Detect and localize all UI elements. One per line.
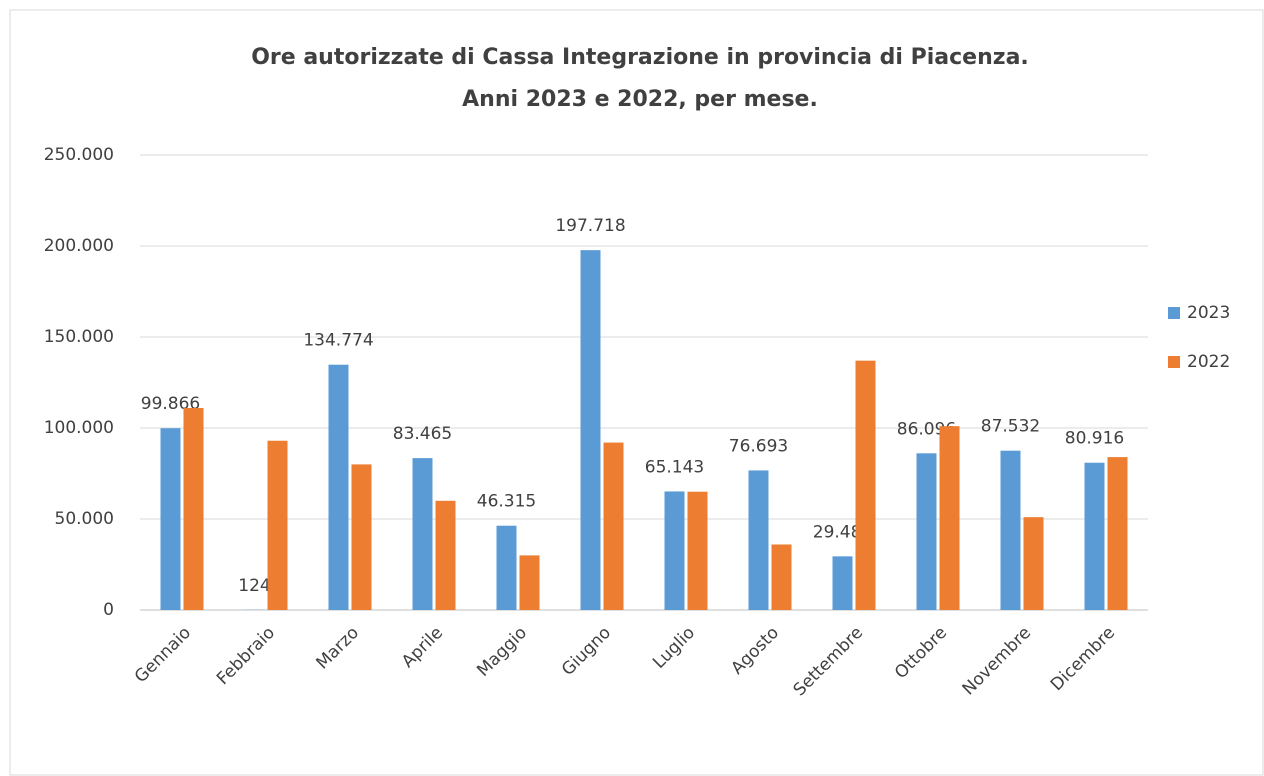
bar xyxy=(687,491,708,610)
bar xyxy=(664,491,685,610)
y-tick-label: 100.000 xyxy=(44,418,114,438)
bar xyxy=(855,360,876,610)
data-label: 80.916 xyxy=(1065,429,1124,449)
bar xyxy=(328,364,349,610)
bar xyxy=(183,407,204,610)
data-label: 76.693 xyxy=(729,436,788,456)
bar xyxy=(412,458,433,610)
bar xyxy=(916,453,937,610)
y-tick-label: 150.000 xyxy=(44,327,114,347)
data-label: 124 xyxy=(238,576,270,596)
bar xyxy=(1000,450,1021,610)
y-tick-label: 250.000 xyxy=(44,145,114,165)
chart-border xyxy=(9,9,1264,776)
bar xyxy=(351,464,372,610)
bar xyxy=(832,556,853,610)
data-label: 46.315 xyxy=(477,492,536,512)
legend-swatch xyxy=(1168,307,1180,319)
bar xyxy=(939,426,960,610)
chart-title: Ore autorizzate di Cassa Integrazione in… xyxy=(251,45,1029,70)
legend-swatch xyxy=(1168,356,1180,368)
bar xyxy=(160,428,181,610)
bar xyxy=(519,555,540,610)
bar xyxy=(580,250,601,610)
data-label: 134.774 xyxy=(303,331,373,351)
data-label: 83.465 xyxy=(393,424,452,444)
bar xyxy=(1107,457,1128,610)
legend-label: 2022 xyxy=(1187,352,1230,372)
bar xyxy=(771,544,792,610)
y-tick-label: 200.000 xyxy=(44,236,114,256)
data-label: 65.143 xyxy=(645,457,704,477)
bar xyxy=(435,500,456,610)
bar xyxy=(1084,462,1105,610)
bar xyxy=(603,442,624,610)
bar xyxy=(267,440,288,610)
bar xyxy=(496,525,517,610)
legend-label: 2023 xyxy=(1187,303,1230,323)
y-tick-label: 0 xyxy=(103,600,114,620)
data-label: 197.718 xyxy=(555,216,625,236)
data-label: 87.532 xyxy=(981,417,1040,437)
chart-subtitle: Anni 2023 e 2022, per mese. xyxy=(462,87,818,112)
bar xyxy=(1023,517,1044,610)
y-tick-label: 50.000 xyxy=(55,509,114,529)
bar xyxy=(748,470,769,610)
